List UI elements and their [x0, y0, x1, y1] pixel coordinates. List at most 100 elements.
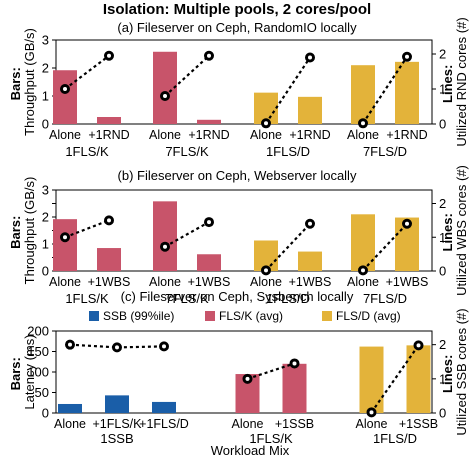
- chart-panels: (a) Fileserver on Ceph, RandomIO locally…: [8, 17, 469, 446]
- line-point-center: [292, 361, 297, 366]
- group-label: 1FLS/D: [266, 291, 310, 306]
- panel-title: (b) Fileserver on Ceph, Webserver locall…: [118, 168, 357, 183]
- category-label: +1SSB: [275, 417, 314, 431]
- y2-tick-label: 2: [439, 196, 446, 211]
- line-point-center: [416, 343, 421, 348]
- category-label: +1WBS: [289, 275, 332, 289]
- line-point-center: [163, 94, 167, 98]
- line-point-center: [405, 54, 409, 59]
- series-line: [64, 219, 110, 239]
- bar: [298, 96, 322, 124]
- y-tick-label: 1: [42, 237, 49, 252]
- group-label: 1SSB: [100, 431, 133, 446]
- y-tick-label: 0: [42, 117, 49, 132]
- category-label: +1RND: [88, 128, 129, 142]
- bar: [282, 363, 307, 413]
- panel-a: (a) Fileserver on Ceph, RandomIO locally…: [8, 17, 469, 159]
- group-label: 1FLS/K: [65, 291, 109, 306]
- category-label: +1RND: [188, 128, 229, 142]
- bar: [153, 51, 177, 125]
- line-point-center: [361, 268, 365, 273]
- group-label: 7FLS/D: [363, 291, 407, 306]
- y-tick-label: 3: [42, 33, 49, 48]
- line-point-center: [264, 268, 268, 273]
- line-point-center: [162, 344, 166, 349]
- line-point-center: [63, 87, 67, 91]
- legend-label: FLS/K (avg): [219, 309, 283, 323]
- figure-title: Isolation: Multiple pools, 2 cores/pool: [103, 1, 371, 18]
- line-point-center: [264, 121, 268, 126]
- category-label: Alone: [149, 275, 181, 289]
- line-point-center: [163, 244, 167, 249]
- line-point-center: [207, 220, 211, 225]
- line-point-center: [115, 345, 119, 350]
- bar: [351, 214, 375, 271]
- bar: [152, 401, 176, 413]
- panel-c: (c) Fileserver on Ceph, Sysbench locally…: [8, 289, 469, 446]
- series-line: [362, 222, 408, 272]
- line-point-center: [369, 410, 374, 415]
- category-label: +1WBS: [88, 275, 131, 289]
- legend-label: SSB (99%ile): [103, 309, 174, 323]
- y-tick-label: 100: [27, 365, 49, 380]
- category-label: +1RND: [289, 128, 330, 142]
- line-point-center: [245, 376, 250, 381]
- category-label: Alone: [54, 417, 86, 431]
- series-line: [265, 222, 311, 272]
- category-label: Alone: [149, 128, 181, 142]
- y-tick-label: 0: [42, 406, 49, 421]
- category-label: +1SSB: [399, 417, 438, 431]
- line-point-center: [308, 55, 312, 60]
- group-label: 1FLS/K: [249, 431, 293, 446]
- category-label: +1WBS: [386, 275, 429, 289]
- bar: [197, 254, 221, 271]
- y-tick-label: 1: [42, 89, 49, 104]
- y2-axis-label: Lines: Utilized RND cores (#): [440, 17, 469, 146]
- category-label: Alone: [250, 275, 282, 289]
- group-label: 1FLS/K: [65, 144, 109, 159]
- line-point-center: [207, 53, 211, 58]
- bar: [53, 219, 77, 271]
- category-label: +1WBS: [188, 275, 231, 289]
- bar: [58, 403, 82, 413]
- category-label: Alone: [232, 417, 264, 431]
- series-line: [362, 56, 408, 124]
- category-label: Alone: [356, 417, 388, 431]
- line-point-center: [361, 121, 365, 126]
- series-line: [265, 56, 311, 124]
- bar: [197, 119, 221, 124]
- y-tick-label: 0: [42, 264, 49, 279]
- line-point-center: [107, 218, 111, 223]
- category-label: Alone: [347, 128, 379, 142]
- bar: [153, 201, 177, 271]
- category-label: Alone: [250, 128, 282, 142]
- bar: [359, 346, 384, 413]
- y-axis-label: Bars: Latency (ms): [8, 334, 37, 409]
- group-label: 1FLS/D: [266, 144, 310, 159]
- line-point-center: [63, 235, 67, 240]
- legend-swatch: [205, 311, 215, 321]
- series-line: [370, 344, 420, 413]
- y2-tick-label: 0: [439, 264, 446, 279]
- y-tick-label: 200: [27, 324, 49, 339]
- y-axis-label: Bars: Throughput (GB/s): [8, 28, 37, 136]
- series-line: [247, 362, 295, 380]
- y-tick-label: 50: [35, 385, 49, 400]
- legend-swatch: [322, 311, 332, 321]
- panel-title: (c) Fileserver on Ceph, Sysbench locally: [121, 289, 354, 304]
- y2-tick-label: 1: [439, 82, 446, 97]
- bar: [53, 70, 77, 124]
- y-axis-label: Bars: Throughput (GB/s): [8, 177, 37, 285]
- line-point-center: [308, 221, 312, 226]
- line-point-center: [405, 221, 409, 226]
- category-label: +1FLS/D: [139, 417, 189, 431]
- y-tick-label: 150: [27, 344, 49, 359]
- group-label: 7FLS/K: [165, 291, 209, 306]
- y2-axis-label: Lines: Utilized SSB cores (#): [440, 308, 469, 435]
- group-label: 1FLS/D: [373, 431, 417, 446]
- bar: [351, 65, 375, 124]
- y2-tick-label: 1: [439, 371, 446, 386]
- group-label: 7FLS/D: [363, 144, 407, 159]
- series-line: [164, 221, 210, 248]
- y2-tick-label: 0: [439, 117, 446, 132]
